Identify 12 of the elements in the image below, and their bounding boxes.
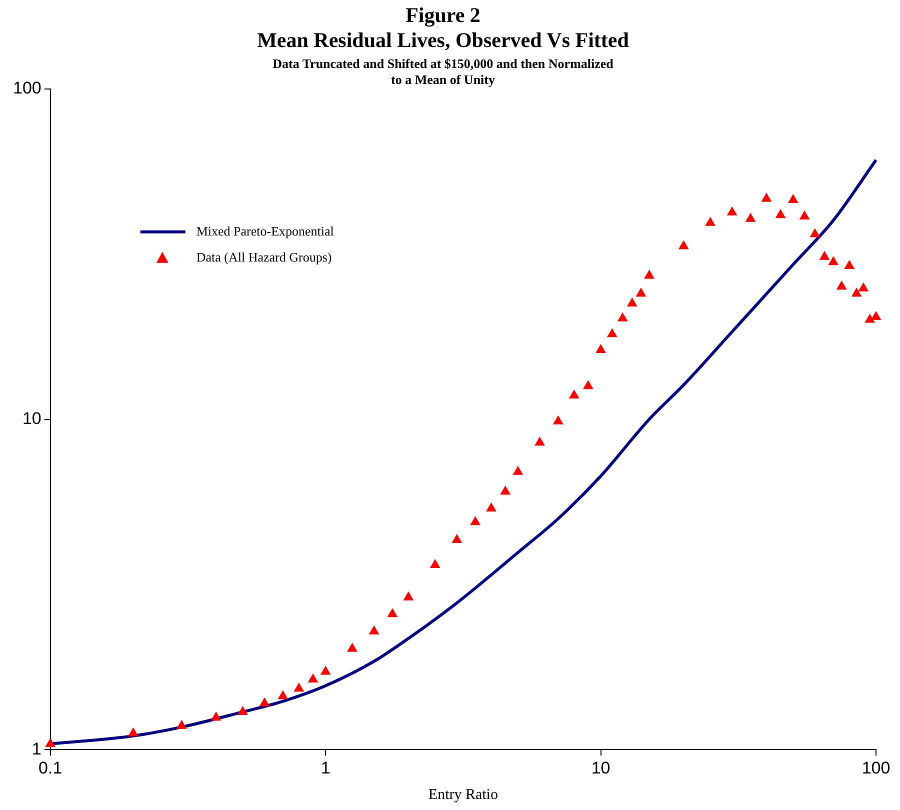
y-tick-label: 10 xyxy=(22,408,42,428)
y-tick-label: 1 xyxy=(32,739,42,758)
x-axis-title: Entry Ratio xyxy=(428,786,498,803)
legend-label: Mixed Pareto-Exponential xyxy=(196,223,334,238)
x-tick-label: 10 xyxy=(591,758,610,778)
y-tick-label: 100 xyxy=(12,78,42,98)
legend-label: Data (All Hazard Groups) xyxy=(196,249,332,264)
x-tick-label: 100 xyxy=(862,758,890,778)
chart-title: Figure 2 Mean Residual Lives, Observed Vs Fitted xyxy=(257,3,630,52)
chart-subtitle: Data Truncated and Shifted at $150,000 and then Normalized to a Mean of Unity xyxy=(272,56,614,88)
x-tick-label: 0.1 xyxy=(38,758,62,778)
x-tick-label: 1 xyxy=(320,758,330,778)
